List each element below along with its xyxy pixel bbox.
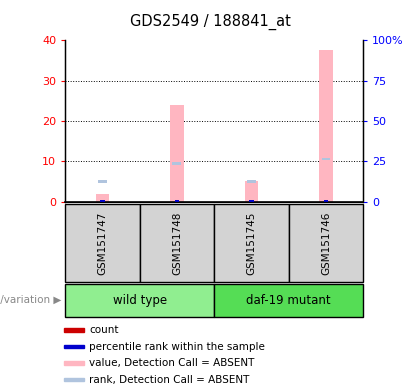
Text: percentile rank within the sample: percentile rank within the sample bbox=[89, 342, 265, 352]
Bar bbox=[247, 180, 256, 183]
Bar bbox=[100, 200, 105, 202]
Bar bbox=[214, 284, 363, 317]
Text: GSM151746: GSM151746 bbox=[321, 211, 331, 275]
Text: rank, Detection Call = ABSENT: rank, Detection Call = ABSENT bbox=[89, 374, 250, 384]
Bar bbox=[245, 180, 258, 202]
Bar bbox=[175, 200, 179, 202]
Text: wild type: wild type bbox=[113, 294, 167, 307]
Text: GDS2549 / 188841_at: GDS2549 / 188841_at bbox=[129, 13, 291, 30]
Bar bbox=[249, 200, 254, 202]
Bar bbox=[100, 200, 105, 202]
Bar bbox=[175, 200, 179, 202]
Bar bbox=[173, 162, 181, 164]
Bar bbox=[139, 204, 214, 282]
Bar bbox=[96, 194, 109, 202]
Text: GSM151748: GSM151748 bbox=[172, 211, 182, 275]
Bar bbox=[324, 200, 328, 202]
Bar bbox=[322, 158, 331, 161]
Text: count: count bbox=[89, 325, 119, 335]
Text: GSM151747: GSM151747 bbox=[97, 211, 108, 275]
Bar bbox=[324, 200, 328, 202]
Bar bbox=[64, 328, 84, 332]
Bar bbox=[249, 200, 254, 202]
Bar bbox=[98, 180, 107, 183]
Bar bbox=[64, 378, 84, 381]
Bar bbox=[319, 50, 333, 202]
Bar bbox=[65, 284, 214, 317]
Bar bbox=[214, 204, 289, 282]
Text: value, Detection Call = ABSENT: value, Detection Call = ABSENT bbox=[89, 358, 255, 368]
Bar bbox=[170, 105, 184, 202]
Text: genotype/variation ▶: genotype/variation ▶ bbox=[0, 295, 61, 306]
Text: daf-19 mutant: daf-19 mutant bbox=[247, 294, 331, 307]
Bar bbox=[65, 204, 139, 282]
Text: GSM151745: GSM151745 bbox=[247, 211, 257, 275]
Bar bbox=[64, 361, 84, 365]
Bar bbox=[289, 204, 363, 282]
Bar bbox=[64, 345, 84, 348]
